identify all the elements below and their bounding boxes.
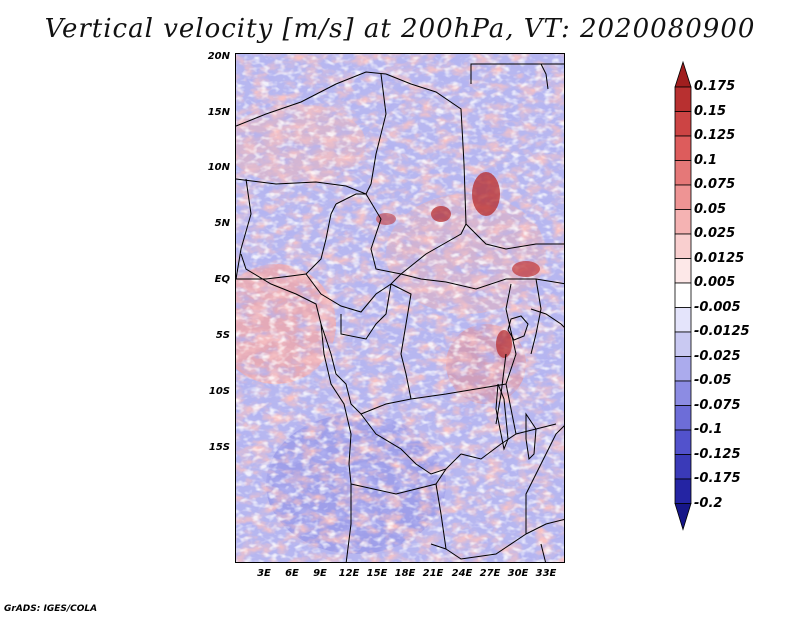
- colorbar-box: [674, 380, 692, 406]
- colorbar-box: [674, 331, 692, 357]
- colorbar-label: 0.15: [694, 103, 727, 119]
- colorbar-box: [674, 307, 692, 333]
- lon-label-6e: 6E: [285, 568, 299, 579]
- updraft-core: [472, 172, 500, 216]
- colorbar-box: [674, 184, 692, 210]
- colorbar-box: [674, 405, 692, 431]
- lon-label-9e: 9E: [313, 568, 327, 579]
- colorbar-label: 0.0125: [694, 250, 745, 266]
- colorbar-label: -0.0125: [694, 324, 750, 339]
- vertical-velocity-field: [236, 54, 564, 562]
- lat-label-20n: 20N: [207, 51, 230, 62]
- colorbar-box: [674, 282, 692, 308]
- colorbar-label: -0.05: [694, 373, 732, 388]
- colorbar-label: 0.1: [694, 152, 718, 168]
- lat-label-5n: 5N: [214, 218, 230, 229]
- lat-label-10n: 10N: [207, 162, 230, 173]
- colorbar-label: -0.075: [694, 397, 741, 413]
- colorbar: [674, 60, 692, 531]
- colorbar-box: [674, 258, 692, 284]
- colorbar-box: [674, 135, 692, 161]
- lon-label-15e: 15E: [366, 568, 388, 579]
- map-plot-area: [235, 53, 565, 563]
- colorbar-label: 0.05: [694, 201, 727, 217]
- lon-label-18e: 18E: [394, 568, 416, 579]
- lon-label-27e: 27E: [479, 568, 501, 579]
- colorbar-label: 0.125: [694, 128, 736, 143]
- lon-label-33e: 33E: [535, 568, 557, 579]
- updraft-core: [512, 261, 540, 277]
- colorbar-box: [674, 478, 692, 504]
- colorbar-box: [674, 111, 692, 137]
- colorbar-label: 0.175: [694, 79, 736, 94]
- lat-label-10s: 10S: [208, 386, 230, 397]
- lon-label-30e: 30E: [507, 568, 529, 579]
- colorbar-box: [674, 233, 692, 259]
- colorbar-label: -0.025: [694, 348, 741, 364]
- lon-label-21e: 21E: [422, 568, 444, 579]
- colorbar-label: -0.125: [694, 446, 741, 462]
- colorbar-label: 0.025: [694, 226, 736, 241]
- lon-label-3e: 3E: [257, 568, 271, 579]
- colorbar-box: [674, 429, 692, 455]
- colorbar-box: [674, 356, 692, 382]
- grads-credit: GrADS: IGES/COLA: [4, 604, 98, 614]
- colorbar-arrow-bottom: [674, 503, 692, 531]
- colorbar-label: 0.005: [694, 275, 736, 290]
- map-title: Vertical velocity [m/s] at 200hPa, VT: 2…: [44, 14, 756, 44]
- colorbar-label: -0.175: [694, 471, 741, 486]
- colorbar-box: [674, 160, 692, 186]
- updraft-core: [431, 206, 451, 222]
- colorbar-label: 0.075: [694, 177, 736, 192]
- updraft-core: [376, 213, 396, 225]
- lat-label-5s: 5S: [215, 330, 230, 341]
- colorbar-box: [674, 209, 692, 235]
- lon-label-24e: 24E: [451, 568, 473, 579]
- lat-label-eq: EQ: [214, 274, 230, 285]
- lat-label-15n: 15N: [207, 107, 230, 118]
- lon-label-12e: 12E: [338, 568, 360, 579]
- country-borders: [236, 63, 564, 562]
- updraft-core: [496, 330, 512, 358]
- colorbar-box: [674, 86, 692, 112]
- colorbar-label: -0.1: [694, 422, 723, 437]
- colorbar-arrow-top: [674, 60, 692, 88]
- lat-label-15s: 15S: [208, 442, 230, 453]
- colorbar-label: -0.005: [694, 299, 741, 315]
- colorbar-label: -0.2: [694, 495, 723, 511]
- colorbar-box: [674, 454, 692, 480]
